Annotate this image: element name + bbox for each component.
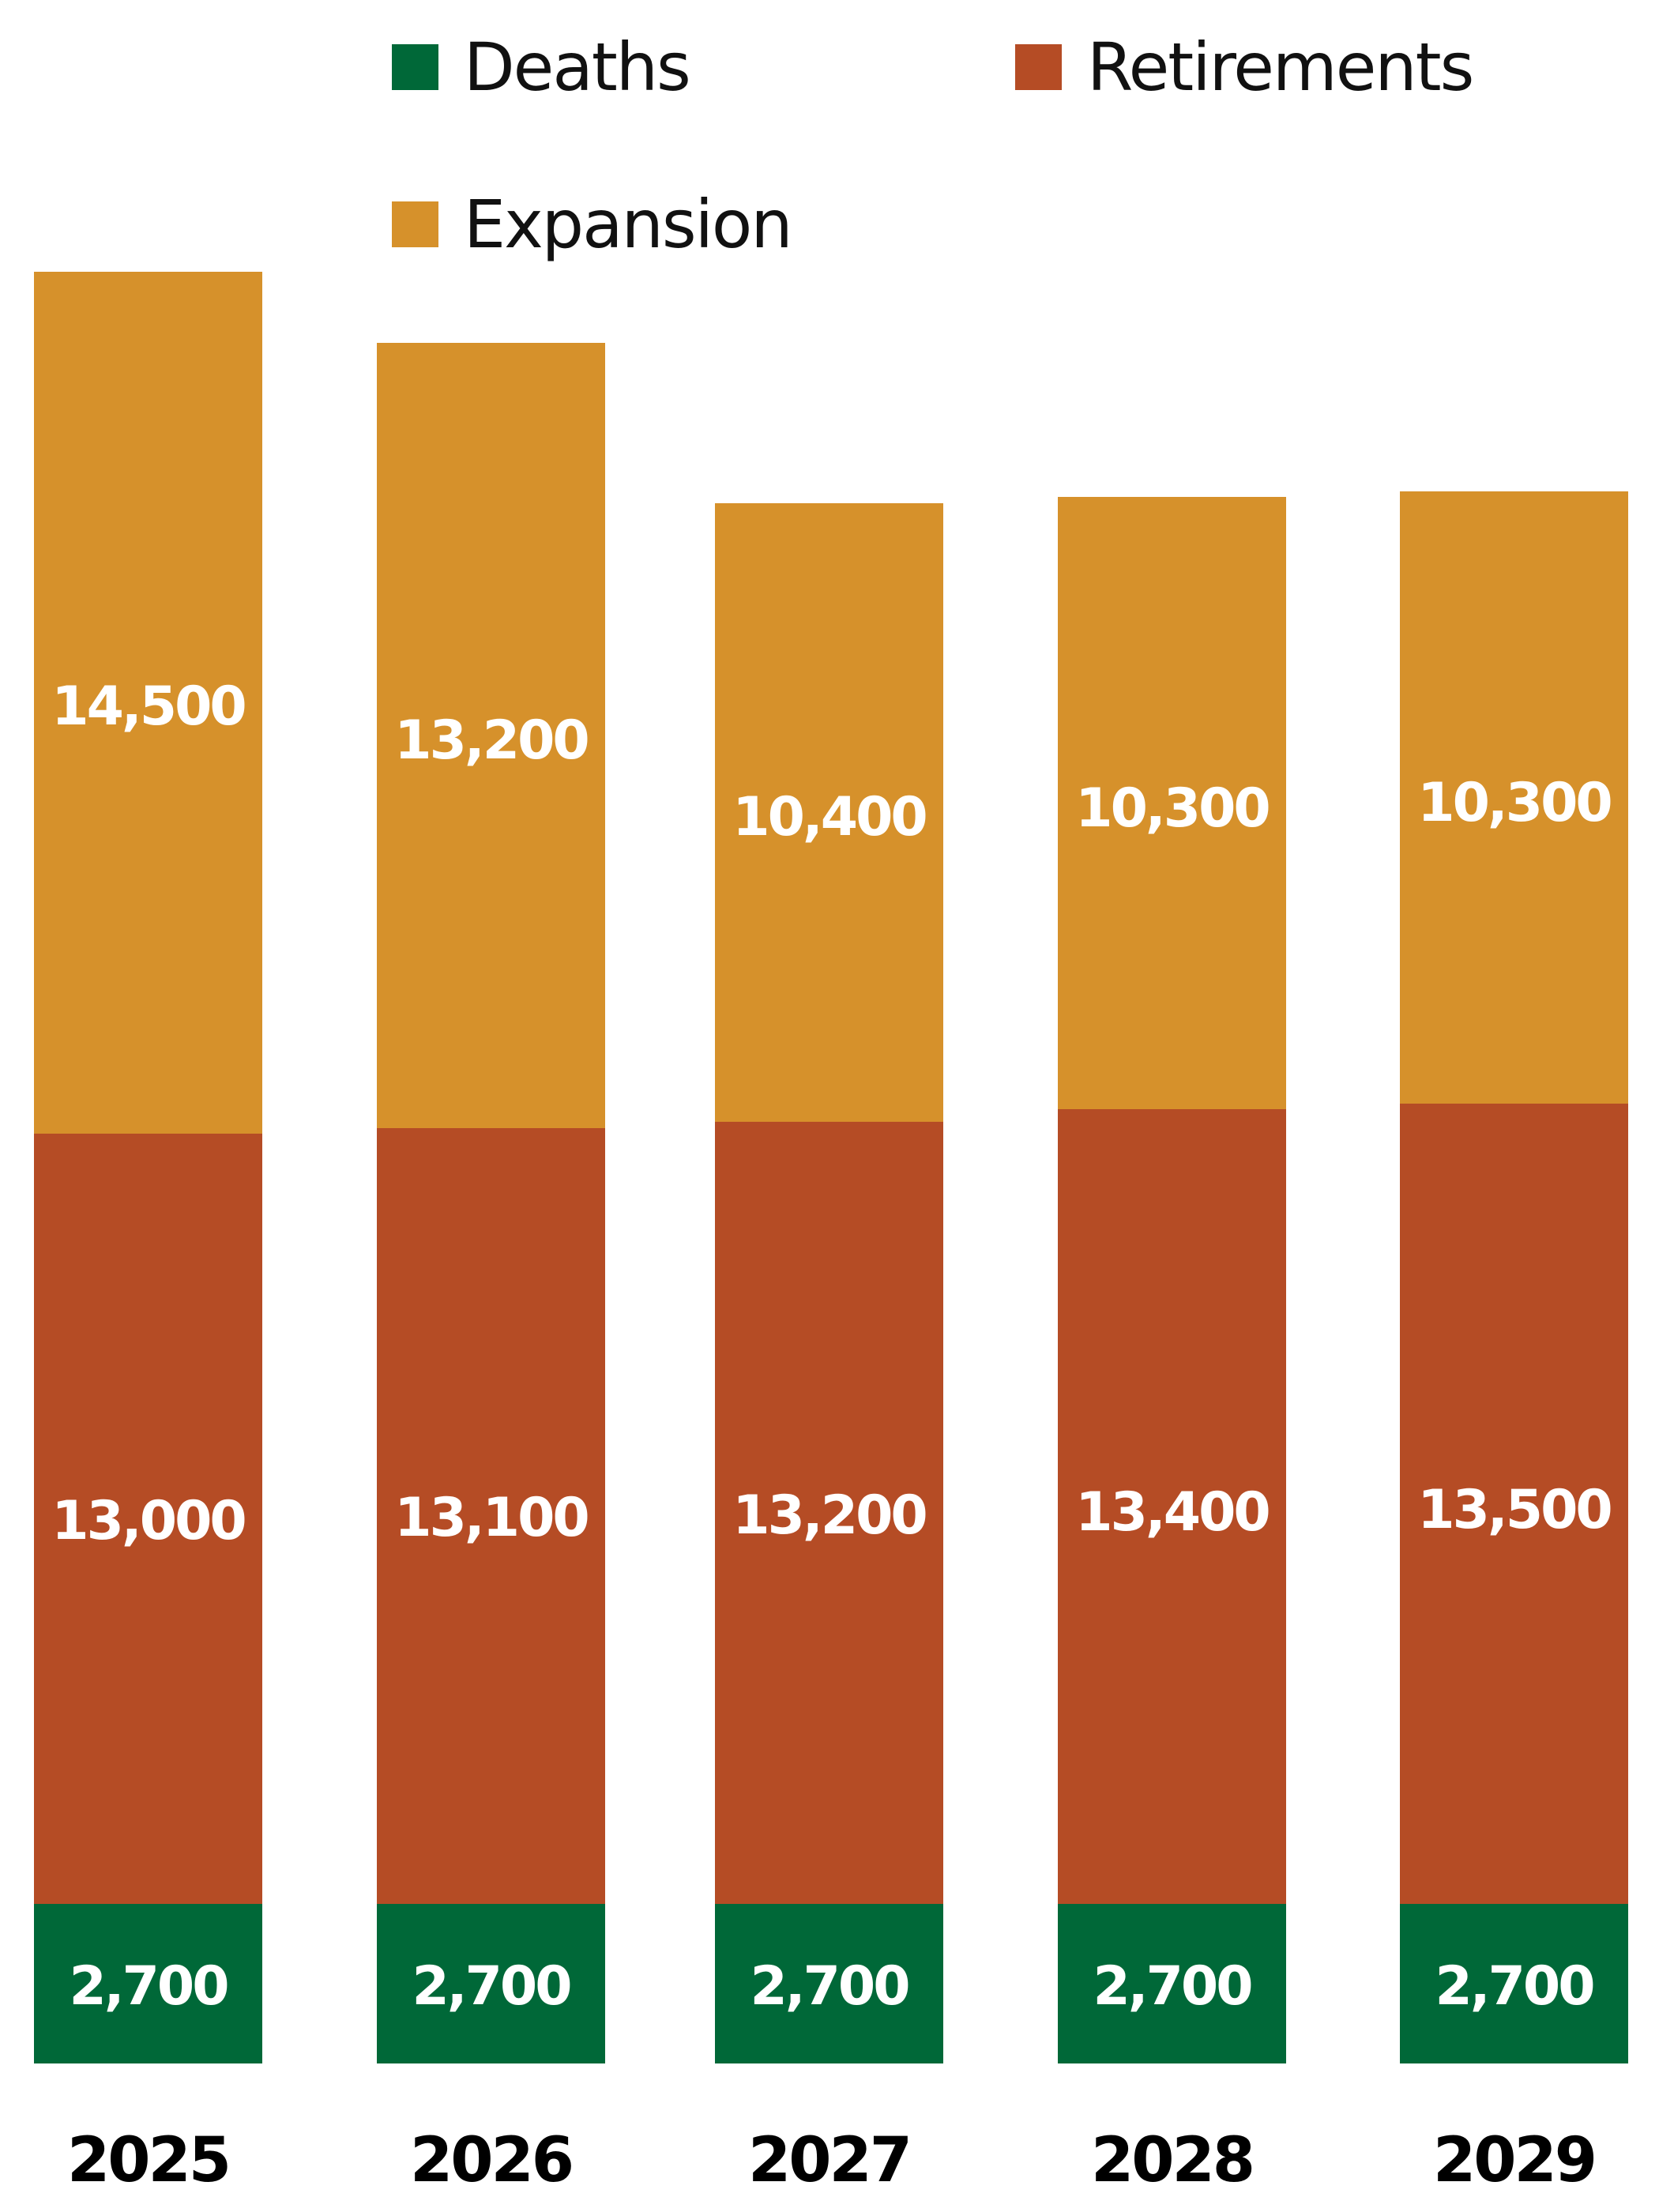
bar-2026: 13,200 13,100 2,700 bbox=[377, 343, 605, 2063]
value-label-expansion: 13,200 bbox=[394, 709, 589, 772]
segment-deaths: 2,700 bbox=[1400, 1904, 1628, 2063]
x-axis-label-2027: 2027 bbox=[747, 2125, 912, 2196]
legend-swatch-deaths bbox=[392, 44, 438, 90]
value-label-expansion: 10,400 bbox=[732, 786, 927, 848]
segment-expansion: 10,300 bbox=[1400, 491, 1628, 1104]
segment-expansion: 10,400 bbox=[715, 503, 943, 1122]
legend-item-retirements: Retirements bbox=[1015, 28, 1474, 106]
segment-deaths: 2,700 bbox=[1058, 1904, 1286, 2063]
value-label-deaths: 2,700 bbox=[69, 1955, 229, 2018]
value-label-expansion: 10,300 bbox=[1075, 777, 1270, 840]
value-label-deaths: 2,700 bbox=[750, 1955, 910, 2018]
value-label-retirements: 13,400 bbox=[1075, 1481, 1270, 1544]
value-label-deaths: 2,700 bbox=[1093, 1955, 1253, 2018]
segment-deaths: 2,700 bbox=[377, 1904, 605, 2063]
x-axis-label-2029: 2029 bbox=[1432, 2125, 1597, 2196]
value-label-expansion: 10,300 bbox=[1417, 772, 1612, 834]
value-label-expansion: 14,500 bbox=[51, 675, 246, 738]
segment-retirements: 13,400 bbox=[1058, 1109, 1286, 1904]
segment-retirements: 13,000 bbox=[34, 1134, 262, 1904]
legend-swatch-expansion bbox=[392, 201, 438, 247]
value-label-deaths: 2,700 bbox=[1435, 1955, 1595, 2018]
segment-deaths: 2,700 bbox=[34, 1904, 262, 2063]
bar-2025: 14,500 13,000 2,700 bbox=[34, 272, 262, 2063]
legend-label-retirements: Retirements bbox=[1087, 28, 1474, 106]
bar-2027: 10,400 13,200 2,700 bbox=[715, 503, 943, 2063]
value-label-retirements: 13,200 bbox=[732, 1484, 927, 1547]
legend-label-deaths: Deaths bbox=[464, 28, 691, 106]
legend-label-expansion: Expansion bbox=[464, 186, 793, 263]
x-axis-label-2025: 2025 bbox=[66, 2125, 231, 2196]
x-axis-label-2028: 2028 bbox=[1090, 2125, 1255, 2196]
legend-item-deaths: Deaths bbox=[392, 28, 691, 106]
value-label-retirements: 13,500 bbox=[1417, 1479, 1612, 1541]
value-label-deaths: 2,700 bbox=[412, 1955, 572, 2018]
value-label-retirements: 13,100 bbox=[394, 1487, 589, 1549]
value-label-retirements: 13,000 bbox=[51, 1490, 246, 1552]
segment-expansion: 10,300 bbox=[1058, 497, 1286, 1109]
legend-swatch-retirements bbox=[1015, 44, 1062, 90]
bar-2028: 10,300 13,400 2,700 bbox=[1058, 497, 1286, 2063]
bar-2029: 10,300 13,500 2,700 bbox=[1400, 491, 1628, 2063]
segment-retirements: 13,500 bbox=[1400, 1104, 1628, 1904]
segment-expansion: 13,200 bbox=[377, 343, 605, 1128]
segment-retirements: 13,100 bbox=[377, 1128, 605, 1904]
x-axis-label-2026: 2026 bbox=[409, 2125, 574, 2196]
segment-expansion: 14,500 bbox=[34, 272, 262, 1134]
segment-retirements: 13,200 bbox=[715, 1122, 943, 1904]
legend-item-expansion: Expansion bbox=[392, 186, 793, 263]
segment-deaths: 2,700 bbox=[715, 1904, 943, 2063]
